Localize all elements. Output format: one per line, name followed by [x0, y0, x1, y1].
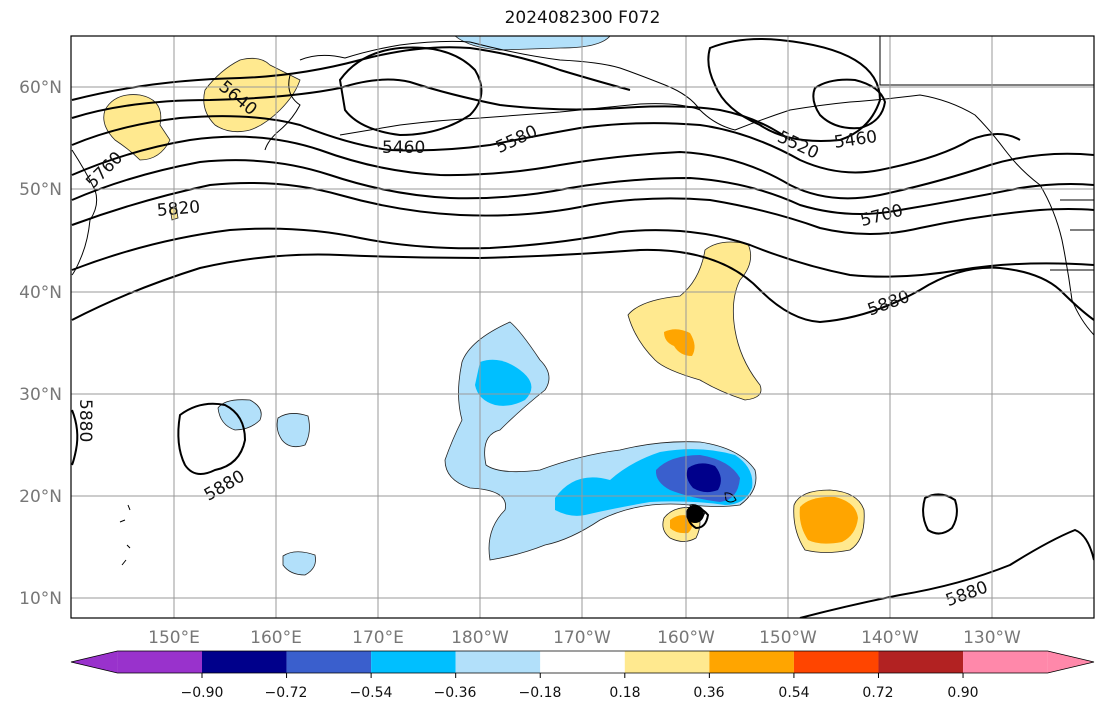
contour-label: 5460 [382, 138, 425, 158]
lon-label: 170°E [352, 628, 404, 648]
contour-label: 5820 [156, 197, 201, 221]
colorbar-segment [117, 651, 202, 673]
anomaly-shading [103, 36, 865, 576]
lon-label: 170°W [553, 628, 611, 648]
lat-label: 30°N [19, 385, 62, 405]
colorbar-segment [286, 651, 372, 673]
colorbar-arrow-low [71, 651, 118, 673]
colorbar-tick-label: 0.54 [778, 685, 809, 701]
lat-label: 40°N [19, 283, 62, 303]
colorbar-tick-label: 0.72 [862, 685, 893, 701]
lat-axis-labels: 60°N 50°N 40°N 30°N 20°N 10°N [19, 78, 62, 609]
colorbar-segment [540, 651, 625, 673]
colorbar-segment [793, 651, 879, 673]
colorbar-tick-label: 0.18 [609, 685, 640, 701]
colorbar [70, 650, 1095, 678]
colorbar-tick-label: 0.36 [693, 685, 724, 701]
lon-label: 140°W [861, 628, 919, 648]
height-contours [71, 38, 1094, 618]
lon-label: 160°E [250, 628, 302, 648]
lon-axis-labels: 150°E 160°E 170°E 180°W 170°W 160°W 150°… [148, 628, 1021, 648]
map-title: 2024082300 F072 [504, 8, 661, 28]
colorbar-tick-label: −0.72 [265, 685, 308, 701]
gridlines [71, 36, 1094, 618]
lon-label: 150°W [759, 628, 817, 648]
colorbar-arrow-high [1047, 651, 1094, 673]
lat-label: 20°N [19, 487, 62, 507]
colorbar-segment [624, 651, 710, 673]
colorbar-tick-labels: −0.90 −0.72 −0.54 −0.36 −0.18 0.18 0.36 … [181, 685, 979, 701]
colorbar-segment [371, 651, 456, 673]
lat-label: 60°N [19, 78, 62, 98]
low-center-marker [686, 505, 704, 523]
colorbar-tick-label: −0.18 [519, 685, 562, 701]
colorbar-tick-label: −0.36 [434, 685, 477, 701]
colorbar-segment [963, 651, 1048, 673]
colorbar-segment [709, 651, 794, 673]
lon-label: 160°W [657, 628, 715, 648]
colorbar-tick-label: −0.54 [350, 685, 393, 701]
contour-label: 5880 [75, 399, 95, 442]
colorbar-segment [455, 651, 541, 673]
colorbar-tick-label: −0.90 [181, 685, 224, 701]
colorbar-tick-label: 0.90 [947, 685, 978, 701]
lon-label: 130°W [963, 628, 1021, 648]
colorbar-segment [878, 651, 964, 673]
coastlines [71, 36, 1094, 566]
lon-label: 180°W [451, 628, 509, 648]
colorbar-outline [70, 650, 1095, 674]
lat-label: 50°N [19, 180, 62, 200]
lon-label: 150°E [148, 628, 200, 648]
lat-label: 10°N [19, 589, 62, 609]
plot-frame [70, 35, 1095, 619]
colorbar-segment [202, 651, 287, 673]
